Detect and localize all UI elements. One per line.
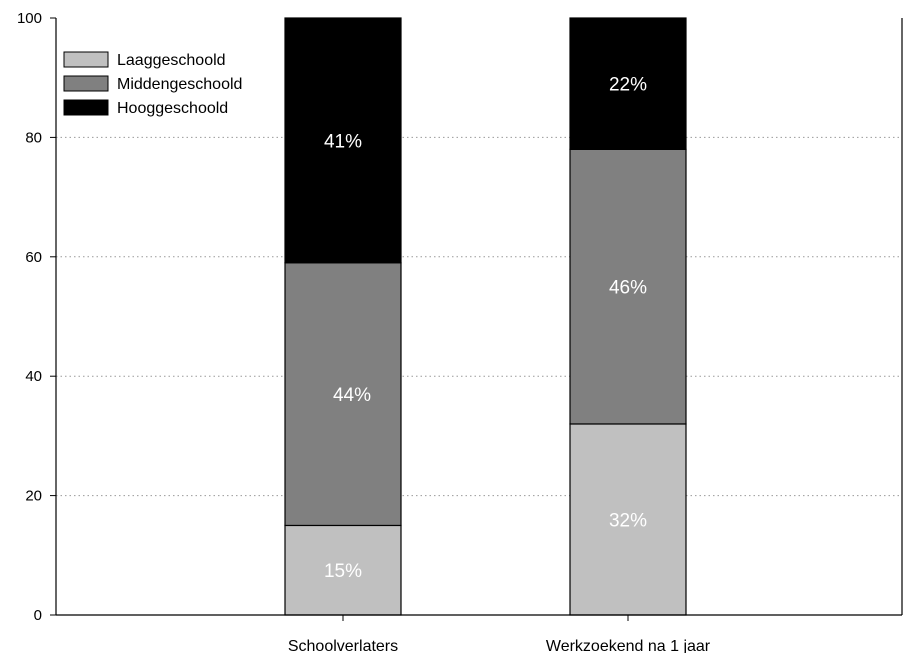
y-tick-label: 20 (25, 488, 42, 505)
data-label: 22% (609, 75, 647, 96)
x-tick-label: Werkzoekend na 1 jaar (546, 638, 711, 653)
y-tick-label: 40 (25, 368, 42, 385)
axes: 0 20 40 60 80 100 Schoolverlaters Werkzoekend n… (17, 10, 903, 653)
bars (284, 17, 687, 616)
legend-swatch (63, 75, 109, 92)
data-label: 41% (324, 131, 362, 152)
y-tick-label: 100 (17, 10, 42, 27)
bar-segment (284, 262, 402, 527)
legend-swatch (63, 51, 109, 68)
data-label: 44% (333, 385, 371, 406)
bar-segment (284, 17, 402, 264)
x-tick-label: Schoolverlaters (288, 638, 398, 653)
bar-segment (569, 17, 687, 150)
y-tick-label: 80 (25, 129, 42, 146)
legend-swatch (63, 99, 109, 116)
y-tick-label: 0 (34, 607, 42, 624)
bar-segment (284, 524, 402, 616)
data-label: 15% (324, 561, 362, 582)
y-tick-label: 60 (25, 249, 42, 266)
legend-label: Hooggeschoold (117, 100, 228, 117)
grid-lines (56, 136, 902, 497)
legend-label: Laaggeschoold (117, 52, 226, 69)
data-labels: 15% 44% 41% 32% 46% 22% (324, 75, 647, 583)
legend-label: Middengeschoold (117, 76, 242, 93)
data-label: 32% (609, 510, 647, 531)
bar-segment (569, 423, 687, 616)
bar-segment (569, 148, 687, 425)
data-label: 46% (609, 278, 647, 299)
legend: Laaggeschoold Middengeschoold Hooggeschool… (63, 51, 242, 117)
